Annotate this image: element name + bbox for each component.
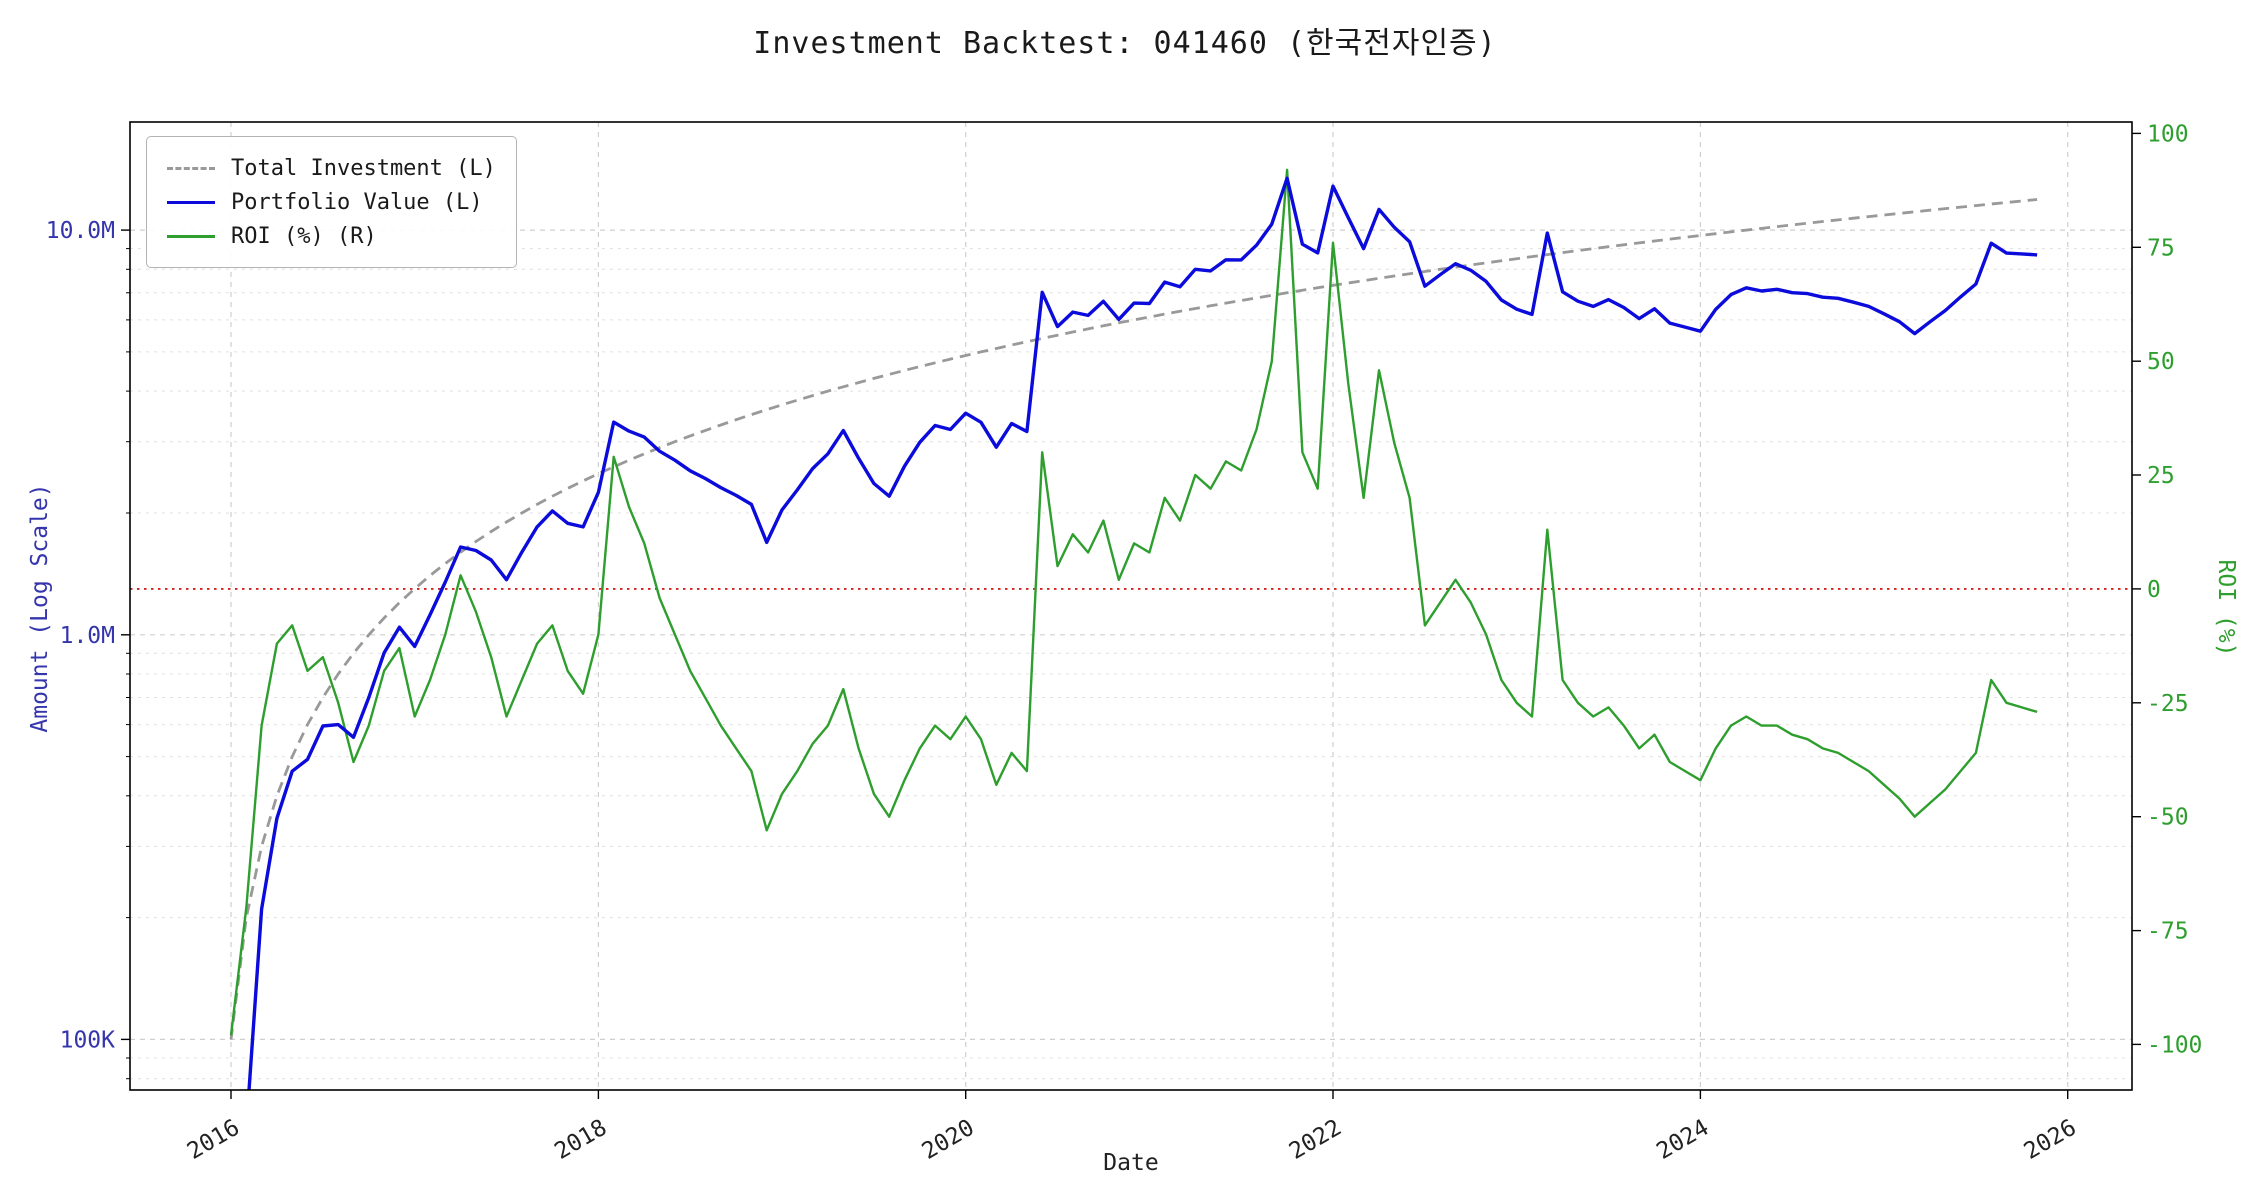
left-axis-label: Amount (Log Scale): [27, 483, 53, 733]
right-tick-label: 50: [2147, 349, 2175, 375]
right-tick-label: 25: [2147, 463, 2175, 489]
portfolio-line-sample-icon: [167, 200, 215, 204]
plot-border: [129, 121, 2133, 1091]
portfolio-line: [247, 176, 2038, 1090]
legend-item-portfolio: Portfolio Value (L): [167, 185, 496, 219]
right-tick-label: -100: [2147, 1032, 2202, 1058]
legend-label-portfolio: Portfolio Value (L): [231, 189, 483, 215]
right-tick-label: 100: [2147, 121, 2189, 147]
right-tick-label: -25: [2147, 691, 2189, 717]
roi-line: [229, 168, 2038, 1036]
legend-label-investment: Total Investment (L): [231, 155, 496, 181]
right-tick-label: -50: [2147, 805, 2189, 831]
roi-line-sample-icon: [167, 234, 215, 238]
legend-label-roi: ROI (%) (R): [231, 223, 377, 249]
legend: Total Investment (L) Portfolio Value (L)…: [146, 136, 517, 268]
x-axis-label: Date: [1103, 1150, 1159, 1176]
right-tick-label: 75: [2147, 235, 2175, 261]
legend-item-roi: ROI (%) (R): [167, 219, 496, 253]
left-tick-label: 1.0M: [60, 623, 115, 649]
investment-line-sample-icon: [167, 166, 215, 170]
right-tick-label: -75: [2147, 919, 2189, 945]
left-tick-label: 100K: [60, 1027, 116, 1053]
legend-item-investment: Total Investment (L): [167, 151, 496, 185]
chart-title: Investment Backtest: 041460 (한국전자인증): [753, 26, 1497, 61]
left-tick-label: 10.0M: [46, 218, 115, 244]
right-tick-label: 0: [2147, 577, 2161, 603]
right-axis-label: ROI (%): [2213, 559, 2239, 657]
